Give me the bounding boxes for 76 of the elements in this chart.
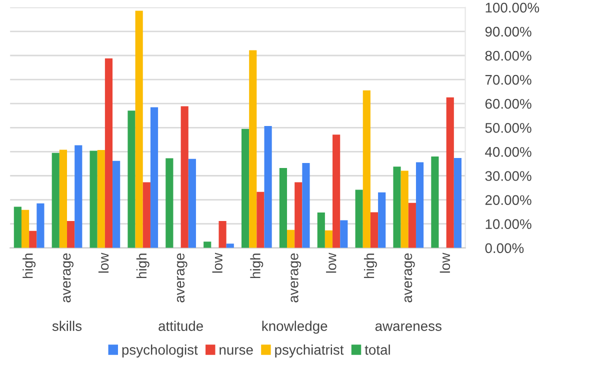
y-tick-label: 20.00%	[485, 195, 532, 205]
x-tick-label: high	[364, 254, 377, 278]
y-tick-label: 30.00%	[485, 171, 532, 181]
bar	[97, 150, 105, 248]
y-tick-label: 70.00%	[485, 74, 532, 85]
bar	[52, 152, 60, 248]
x-tick-label: average	[176, 253, 188, 302]
bar	[150, 107, 158, 248]
bar	[256, 192, 264, 248]
bar	[128, 110, 136, 248]
y-tick-label: 80.00%	[485, 50, 532, 61]
bar	[36, 203, 44, 248]
bar	[279, 168, 288, 248]
x-tick-label: average	[63, 253, 74, 302]
text: skills	[52, 320, 82, 331]
bar	[180, 106, 188, 248]
text: knowledge	[262, 320, 328, 334]
bar	[362, 90, 370, 248]
bar	[188, 158, 196, 248]
y-tick-label: 40.00%	[485, 147, 532, 157]
y-tick-label: 50.00%	[485, 122, 532, 133]
bar	[90, 150, 98, 248]
x-tick-label: low	[326, 252, 336, 273]
bar	[74, 145, 82, 248]
bar	[324, 230, 333, 248]
bar	[166, 158, 174, 248]
bar	[446, 97, 454, 248]
y-tick-label: 60.00%	[485, 98, 532, 109]
bar	[29, 230, 37, 248]
bar	[317, 212, 325, 248]
x-tick-label: low	[212, 252, 222, 273]
bar	[431, 156, 439, 248]
x-tick-label: low	[98, 252, 109, 273]
bar	[287, 230, 295, 248]
bar	[400, 170, 408, 248]
legend-label: nurse	[220, 347, 253, 355]
x-tick-label: high	[22, 254, 36, 278]
y-tick-label: 0.00%	[485, 243, 524, 254]
bar	[67, 220, 75, 248]
text: attitude	[158, 320, 203, 331]
bar	[59, 150, 68, 248]
bar	[226, 244, 234, 248]
x-tick-label: low	[440, 252, 450, 273]
bar	[135, 10, 143, 248]
bar	[218, 220, 226, 248]
bar	[340, 220, 348, 248]
bar	[370, 212, 378, 248]
bar	[14, 206, 22, 248]
x-tick-label: high	[136, 254, 150, 278]
legend-label: psychiatrist	[275, 344, 344, 358]
y-tick-label: 90.00%	[485, 26, 532, 37]
bar	[408, 202, 416, 248]
bar	[393, 166, 401, 248]
bar	[21, 210, 30, 248]
bar	[355, 190, 363, 248]
bar	[378, 192, 386, 248]
bar	[294, 182, 302, 248]
y-tick-label: 10.00%	[486, 219, 532, 230]
bar	[241, 128, 250, 248]
bar	[454, 158, 462, 248]
y-tick-label: 100.00%	[486, 2, 540, 13]
bar	[104, 58, 113, 248]
bar	[302, 163, 310, 248]
bar	[142, 182, 150, 248]
bar	[112, 160, 120, 248]
bar	[264, 126, 272, 248]
x-tick-label: average	[290, 253, 302, 302]
bar	[416, 162, 424, 248]
bar	[332, 134, 340, 248]
legend-label: psychologist	[122, 344, 198, 358]
legend-label: total	[364, 344, 390, 355]
x-tick-label: average	[404, 253, 415, 302]
bar	[249, 50, 257, 248]
text: awareness	[375, 323, 442, 331]
x-tick-label: high	[250, 254, 264, 278]
bar	[204, 242, 212, 248]
